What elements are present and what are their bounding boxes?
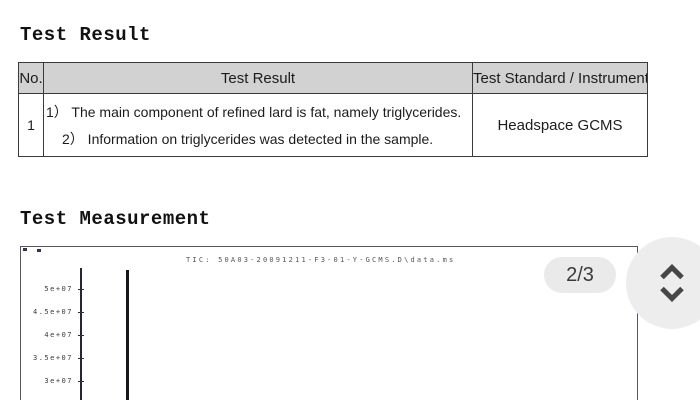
chromatogram-image: TIC: 50A03-20091211-F3-01-Y-GCMS.D\data.…	[20, 246, 638, 400]
y-tick-label: 3e+07	[44, 377, 73, 385]
chevron-down-icon	[660, 286, 684, 303]
table-row: 1 1） The main component of refined lard …	[18, 93, 648, 157]
scroll-down-button[interactable]	[659, 286, 685, 303]
result-line-2: 2） Information on triglycerides was dete…	[62, 130, 434, 147]
y-tick	[78, 335, 84, 336]
test-result-table: No. Test Result Test Standard / Instrume…	[18, 62, 648, 157]
row-number: 1	[18, 93, 44, 157]
scroll-up-button[interactable]	[659, 263, 685, 280]
y-tick-label: 5e+07	[44, 285, 73, 293]
header-no: No.	[18, 62, 44, 94]
test-measurement-heading: Test Measurement	[20, 208, 211, 230]
y-tick	[78, 312, 84, 313]
header-test-standard: Test Standard / Instrument	[472, 62, 648, 94]
y-tick-label: 4e+07	[44, 331, 73, 339]
chromatogram-title: TIC: 50A03-20091211-F3-01-Y-GCMS.D\data.…	[186, 256, 456, 264]
y-tick-label: 3.5e+07	[32, 354, 73, 362]
page-indicator-badge: 2/3	[544, 257, 616, 293]
y-tick	[78, 358, 84, 359]
header-test-result: Test Result	[43, 62, 473, 94]
table-header-row: No. Test Result Test Standard / Instrume…	[18, 62, 648, 94]
scan-artifact-mark	[23, 248, 27, 251]
y-tick	[78, 289, 84, 290]
row-result-text: 1） The main component of refined lard is…	[43, 93, 473, 157]
result-line-1: 1） The main component of refined lard is…	[46, 103, 462, 120]
page-indicator-label: 2/3	[566, 263, 594, 286]
page-scroll-control[interactable]	[626, 237, 700, 329]
row-standard: Headspace GCMS	[472, 93, 648, 157]
chromatogram-peak	[126, 270, 129, 400]
y-tick	[78, 381, 84, 382]
scan-artifact-mark	[37, 249, 41, 252]
chevron-up-icon	[660, 263, 684, 280]
y-axis-line	[80, 268, 82, 400]
y-tick-label: 4.5e+07	[32, 308, 73, 316]
test-result-heading: Test Result	[20, 24, 151, 46]
